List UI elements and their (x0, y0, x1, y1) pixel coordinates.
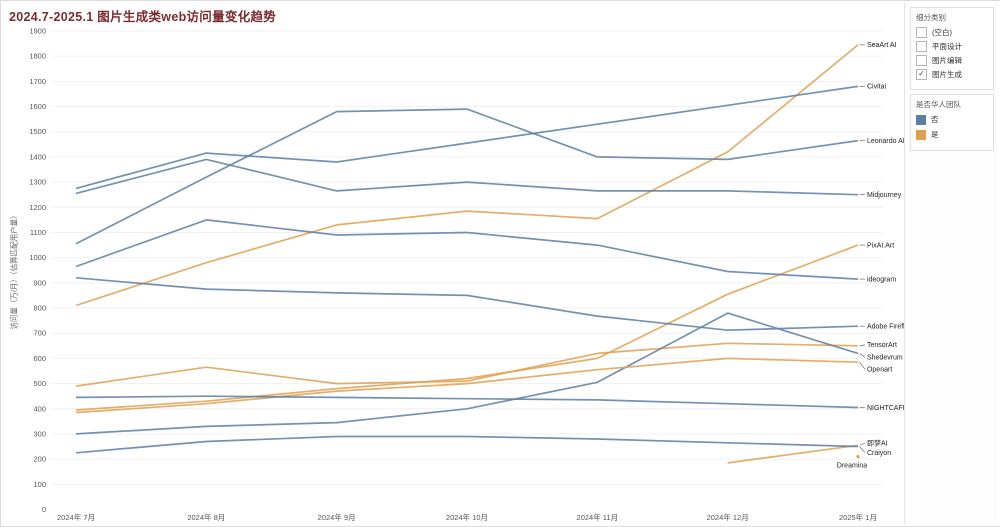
y-tick-label: 300 (33, 429, 46, 438)
series-line-Leonardo AI[interactable] (75, 108, 859, 245)
filter-checkbox-row-0[interactable]: (空白) (916, 27, 988, 38)
series-label-TensorArt: TensorArt (867, 342, 897, 349)
series-label-Shedevrum: Shedevrum (867, 355, 903, 362)
label-leader-line (859, 442, 866, 446)
y-tick-label: 200 (33, 455, 46, 464)
series-line-TensorArt[interactable] (75, 342, 859, 387)
series-label-ideogram: ideogram (867, 276, 896, 283)
x-tick-label: 2024年 7月 (57, 512, 95, 522)
y-tick-label: 100 (33, 480, 46, 489)
label-leader-line (859, 446, 866, 453)
series-label-Openart: Openart (867, 366, 892, 373)
y-tick-label: 0 (42, 505, 46, 514)
x-tick-label: 2024年 9月 (318, 512, 356, 522)
series-line-Openart[interactable] (75, 357, 859, 414)
filter-checkbox-row-2[interactable]: 图片编辑 (916, 55, 988, 66)
label-leader-line (859, 353, 866, 358)
y-tick-label: 1300 (29, 178, 46, 187)
filter-checkbox-row-3[interactable]: ✓ 图片生成 (916, 69, 988, 80)
x-tick-label: 2024年 11月 (577, 512, 619, 522)
series-label-SeaArt AI: SeaArt AI (867, 42, 897, 49)
filter-item-label: 图片编辑 (932, 56, 962, 65)
y-tick-label: 400 (33, 404, 46, 413)
series-line-Midjourney[interactable] (75, 158, 859, 196)
y-tick-label: 700 (33, 329, 46, 338)
color-legend-label: 否 (931, 115, 939, 124)
series-label-PixAI.Art: PixAI.Art (867, 242, 894, 249)
series-line-Civitai[interactable] (75, 85, 859, 190)
series-point-Dreamina[interactable] (856, 455, 860, 459)
y-tick-label: 1000 (29, 253, 46, 262)
checkbox-unchecked-icon[interactable] (916, 41, 927, 52)
y-tick-label: 1100 (30, 228, 46, 237)
series-line-Adobe Firefly[interactable] (75, 276, 859, 332)
y-tick-label: 1400 (29, 152, 46, 161)
legend-column: 细分类别 (空白) 平面设计图片编辑 ✓ 图片生成 是否华人团队 否是 (904, 3, 999, 524)
x-tick-label: 2024年 10月 (446, 512, 488, 522)
color-legend-card: 是否华人团队 否是 (910, 94, 994, 151)
y-tick-label: 1800 (29, 52, 46, 61)
series-label-Craiyon: Craiyon (867, 450, 891, 457)
label-leader-line (859, 361, 866, 370)
series-label-即梦AI: 即梦AI (867, 440, 888, 448)
series-line-SeaArt AI[interactable] (75, 44, 859, 307)
checkbox-unchecked-icon[interactable] (916, 55, 927, 66)
filter-item-label: 图片生成 (932, 70, 962, 79)
filter-card-header: 细分类别 (916, 13, 946, 22)
series-line-Craiyon[interactable] (75, 435, 859, 454)
color-swatch-icon (916, 114, 926, 125)
filter-item-label: (空白) (932, 28, 952, 37)
series-line-NIGHTCAFE[interactable] (75, 395, 859, 409)
series-label-Adobe Firefly: Adobe Firefly (867, 323, 909, 330)
chart-title: 2024.7-2025.1 图片生成类web访问量变化趋势 (9, 10, 277, 24)
label-leader-line (859, 344, 866, 347)
checkbox-checked-icon[interactable]: ✓ (916, 69, 927, 80)
filter-item-label: 平面设计 (932, 42, 962, 51)
series-label-Civitai: Civitai (867, 84, 887, 91)
y-tick-label: 1600 (29, 102, 46, 111)
color-swatch-icon (916, 129, 926, 140)
series-line-PixAI.Art[interactable] (75, 244, 859, 411)
filter-checkbox-row-1[interactable]: 平面设计 (916, 41, 988, 52)
series-label-Leonardo AI: Leonardo AI (867, 138, 905, 145)
x-tick-label: 2024年 12月 (707, 512, 749, 522)
y-tick-label: 1500 (29, 127, 46, 136)
series-label-Dreamina: Dreamina (837, 463, 867, 470)
y-tick-label: 1200 (29, 203, 46, 212)
series-line-Shedevrum[interactable] (75, 312, 859, 435)
color-legend-row-1: 是 (916, 129, 988, 140)
series-label-NIGHTCAFE: NIGHTCAFE (867, 405, 908, 412)
color-legend-row-0: 否 (916, 114, 988, 125)
series-label-Midjourney: Midjourney (867, 192, 902, 199)
y-tick-label: 800 (33, 304, 46, 313)
filter-card: 细分类别 (空白) 平面设计图片编辑 ✓ 图片生成 (910, 7, 994, 90)
checkbox-unchecked-icon[interactable] (916, 27, 927, 38)
color-legend-header: 是否华人团队 (916, 100, 961, 109)
x-tick-label: 2025年 1月 (839, 512, 877, 522)
y-tick-label: 1700 (29, 77, 46, 86)
y-tick-label: 600 (33, 354, 46, 363)
series-line-ideogram[interactable] (75, 219, 859, 280)
y-tick-label: 1900 (29, 27, 46, 36)
y-tick-label: 500 (33, 379, 46, 388)
series-line-即梦AI[interactable] (727, 444, 859, 464)
x-tick-label: 2024年 8月 (187, 512, 225, 522)
color-legend-label: 是 (931, 130, 939, 139)
y-tick-label: 900 (33, 278, 46, 287)
